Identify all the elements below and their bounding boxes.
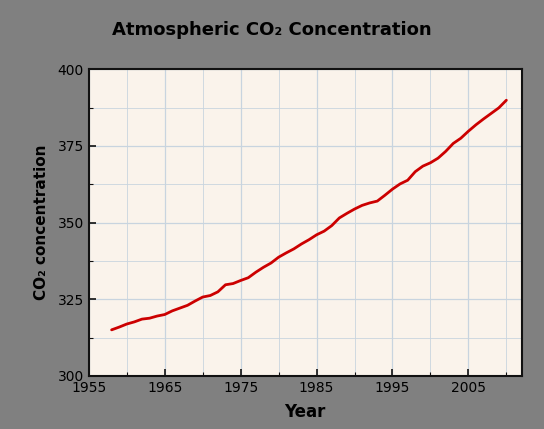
X-axis label: Year: Year: [285, 403, 326, 421]
Y-axis label: CO₂ concentration: CO₂ concentration: [34, 145, 50, 300]
Text: Atmospheric CO₂ Concentration: Atmospheric CO₂ Concentration: [112, 21, 432, 39]
